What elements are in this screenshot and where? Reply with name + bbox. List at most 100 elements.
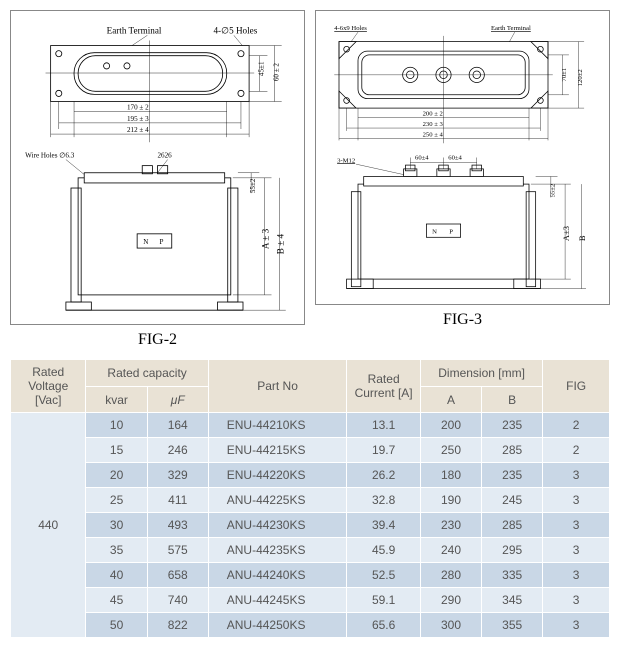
fig3-earth-terminal-label: Earth Terminal [491, 25, 531, 32]
fig2-dim-A: A ± 3 [260, 228, 270, 249]
cell-B: 285 [482, 513, 543, 538]
cell-kvar: 15 [86, 438, 147, 463]
fig-3-box: 4-6x9 Holes Earth Terminal [315, 10, 610, 305]
cell-kvar: 20 [86, 463, 147, 488]
cell-current: 52.5 [347, 563, 421, 588]
fig3-dim-230: 230 ± 3 [423, 121, 444, 128]
cell-part: ANU-44225KS [208, 488, 347, 513]
cell-B: 235 [482, 463, 543, 488]
cell-fig: 3 [543, 588, 610, 613]
cell-uf: 329 [147, 463, 208, 488]
fig3-dim-55: 55±2 [550, 184, 557, 198]
fig3-dim-120: 120±2 [577, 69, 584, 86]
th-uf: μF [147, 386, 208, 413]
cell-fig: 3 [543, 563, 610, 588]
cell-B: 345 [482, 588, 543, 613]
cell-A: 290 [420, 588, 481, 613]
fig2-dim-212: 212 ± 4 [127, 126, 149, 134]
th-fig: FIG [543, 360, 610, 413]
fig-3-svg: 4-6x9 Holes Earth Terminal [320, 15, 605, 300]
fig2-np-p: P [160, 238, 164, 246]
cell-part: ANU-44250KS [208, 613, 347, 638]
fig-2-box: Earth Terminal 4-∅5 Holes [10, 10, 305, 325]
cell-kvar: 45 [86, 588, 147, 613]
th-B: B [482, 386, 543, 413]
cell-kvar: 10 [86, 413, 147, 438]
fig3-dim-60b: 60±4 [448, 154, 462, 161]
fig3-dim-200: 200 ± 2 [423, 111, 443, 118]
cell-uf: 164 [147, 413, 208, 438]
table-row: 44010164ENU-44210KS13.12002352 [11, 413, 610, 438]
cell-B: 335 [482, 563, 543, 588]
spec-table: Rated Voltage [Vac] Rated capacity Part … [10, 359, 610, 638]
fig-2-caption: FIG-2 [10, 331, 305, 349]
cell-kvar: 30 [86, 513, 147, 538]
fig-2-container: Earth Terminal 4-∅5 Holes [10, 10, 305, 349]
cell-fig: 3 [543, 538, 610, 563]
fig2-dim-170: 170 ± 2 [127, 104, 149, 112]
fig3-holes-label: 4-6x9 Holes [334, 25, 367, 32]
table-row: 45740ANU-44245KS59.12903453 [11, 588, 610, 613]
th-part: Part No [208, 360, 347, 413]
table-row: 25411ANU-44225KS32.81902453 [11, 488, 610, 513]
cell-current: 26.2 [347, 463, 421, 488]
th-voltage: Rated Voltage [Vac] [11, 360, 86, 413]
cell-part: ANU-44230KS [208, 513, 347, 538]
cell-fig: 3 [543, 463, 610, 488]
cell-A: 230 [420, 513, 481, 538]
fig2-dim-60: 60 ± 2 [273, 63, 281, 82]
table-row: 20329ENU-44220KS26.21802353 [11, 463, 610, 488]
cell-B: 295 [482, 538, 543, 563]
cell-kvar: 50 [86, 613, 147, 638]
fig-3-container: 4-6x9 Holes Earth Terminal [315, 10, 610, 349]
cell-A: 200 [420, 413, 481, 438]
table-row: 35575ANU-44235KS45.92402953 [11, 538, 610, 563]
table-row: 50822ANU-44250KS65.63003553 [11, 613, 610, 638]
fig2-earth-terminal-label: Earth Terminal [107, 25, 162, 35]
fig2-dim-2626: 2626 [158, 151, 173, 159]
cell-A: 240 [420, 538, 481, 563]
fig-3-caption: FIG-3 [315, 311, 610, 329]
cell-part: ENU-44220KS [208, 463, 347, 488]
cell-fig: 3 [543, 488, 610, 513]
cell-kvar: 40 [86, 563, 147, 588]
fig3-dim-B: B [577, 235, 587, 241]
fig2-dim-45: 45±1 [257, 61, 265, 76]
cell-part: ENU-44210KS [208, 413, 347, 438]
table-row: 40658ANU-44240KS52.52803353 [11, 563, 610, 588]
th-dimension: Dimension [mm] [420, 360, 542, 387]
table-row: 30493ANU-44230KS39.42302853 [11, 513, 610, 538]
fig3-m12-label: 3-M12 [337, 157, 355, 164]
fig2-dim-B: B ± 4 [276, 233, 286, 254]
th-kvar: kvar [86, 386, 147, 413]
cell-current: 65.6 [347, 613, 421, 638]
cell-uf: 411 [147, 488, 208, 513]
fig2-holes-label: 4-∅5 Holes [213, 25, 257, 35]
voltage-cell: 440 [11, 413, 86, 638]
fig3-dim-70: 70±1 [561, 68, 568, 82]
cell-uf: 658 [147, 563, 208, 588]
cell-fig: 3 [543, 613, 610, 638]
th-A: A [420, 386, 481, 413]
cell-part: ANU-44235KS [208, 538, 347, 563]
fig3-dim-250: 250 ± 4 [423, 132, 444, 139]
cell-current: 45.9 [347, 538, 421, 563]
cell-uf: 575 [147, 538, 208, 563]
cell-uf: 493 [147, 513, 208, 538]
fig3-dim-60a: 60±4 [415, 154, 429, 161]
cell-current: 32.8 [347, 488, 421, 513]
cell-kvar: 35 [86, 538, 147, 563]
cell-A: 180 [420, 463, 481, 488]
fig3-np-n: N [432, 229, 437, 236]
fig-2-svg: Earth Terminal 4-∅5 Holes [15, 15, 300, 320]
cell-part: ENU-44215KS [208, 438, 347, 463]
cell-current: 13.1 [347, 413, 421, 438]
cell-current: 39.4 [347, 513, 421, 538]
cell-B: 245 [482, 488, 543, 513]
fig3-dim-A: A±3 [561, 226, 571, 241]
cell-A: 280 [420, 563, 481, 588]
cell-part: ANU-44240KS [208, 563, 347, 588]
cell-uf: 246 [147, 438, 208, 463]
cell-current: 19.7 [347, 438, 421, 463]
fig2-np-n: N [143, 238, 148, 246]
